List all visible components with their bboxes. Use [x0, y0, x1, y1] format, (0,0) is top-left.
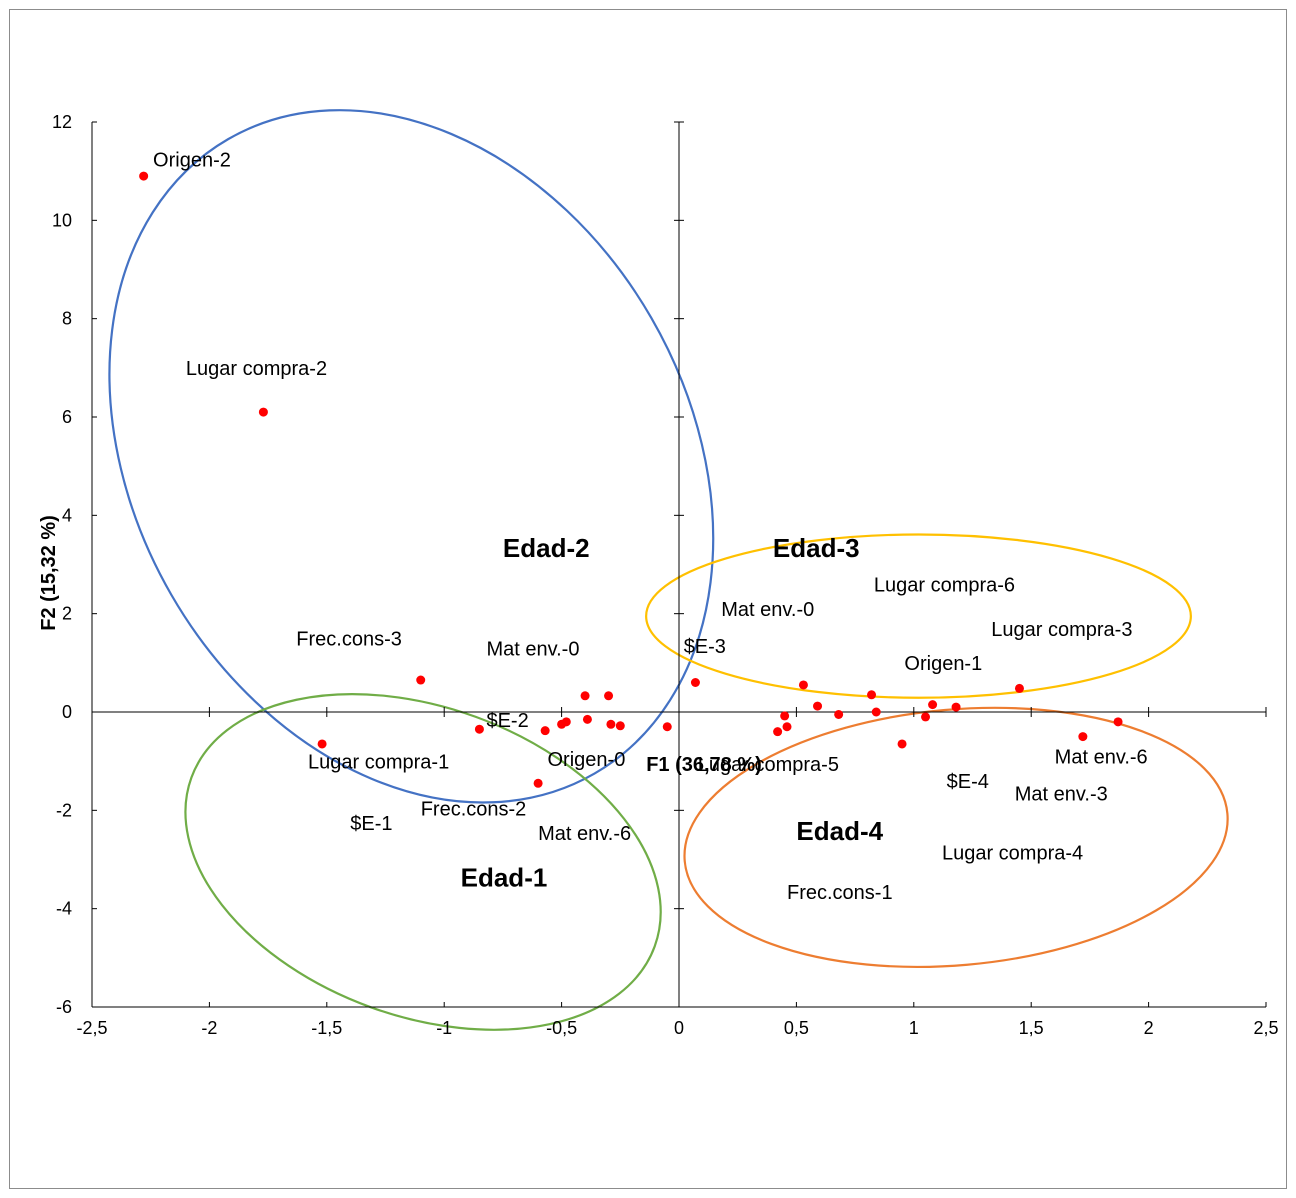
point-label: $E-3 — [684, 636, 726, 658]
x-tick-label: 2 — [1144, 1018, 1154, 1038]
point-label: Lugar compra-2 — [186, 358, 327, 380]
data-points — [139, 171, 1123, 788]
point-label: Mat env.-6 — [1055, 747, 1148, 769]
data-point — [561, 717, 571, 727]
group-label: Edad-3 — [773, 533, 860, 563]
x-tick-label: -2 — [201, 1018, 217, 1038]
x-tick-label: 1 — [909, 1018, 919, 1038]
group-ellipse-3 — [184, 693, 662, 1031]
data-point — [317, 739, 327, 749]
point-label: Mat env.-0 — [721, 599, 814, 621]
x-tick-label: -1 — [436, 1018, 452, 1038]
group-ellipses — [108, 109, 1229, 1031]
data-point — [921, 712, 931, 722]
data-point — [951, 702, 961, 712]
data-point — [615, 721, 625, 731]
data-point — [834, 709, 844, 719]
point-label: Mat env.-3 — [1015, 784, 1108, 806]
data-point — [780, 711, 790, 721]
data-point — [662, 722, 672, 732]
data-point — [813, 701, 823, 711]
point-label: Frec.cons-1 — [787, 882, 893, 904]
point-label: Frec.cons-2 — [421, 798, 527, 820]
x-tick-label: -2,5 — [76, 1018, 107, 1038]
point-label: Lugar compra-3 — [991, 619, 1132, 641]
point-labels: Origen-2 Lugar compra-2 Frec.cons-3 Mat env… — [153, 149, 1148, 904]
chart-frame: -2,5 -2 -1,5 -1 -0,5 0 0,5 1 1,5 2 2,5 -6 -4 -2 0 2 4 6 8 1… — [9, 9, 1287, 1189]
y-tick-label: -2 — [56, 800, 72, 820]
x-tick-label: 0 — [674, 1018, 684, 1038]
data-point — [258, 407, 268, 417]
y-tick-label: -6 — [56, 997, 72, 1017]
point-label: Frec.cons-3 — [296, 629, 402, 651]
data-point — [416, 675, 426, 685]
group-label: Edad-4 — [796, 816, 883, 846]
point-label: $E-2 — [486, 710, 528, 732]
y-tick-label: 12 — [52, 112, 72, 132]
point-label: Mat env.-0 — [486, 638, 579, 660]
group-ellipse-2 — [645, 533, 1192, 699]
group-ellipse-4 — [683, 706, 1229, 969]
data-point — [606, 719, 616, 729]
data-point — [1014, 683, 1024, 693]
y-axis-title: F2 (15,32 %) — [38, 515, 60, 631]
x-axis-title: F1 (36,78 %) — [646, 754, 762, 776]
data-point — [604, 691, 614, 701]
data-point — [582, 714, 592, 724]
data-point — [1078, 732, 1088, 742]
point-label: $E-4 — [947, 771, 989, 793]
group-label: Edad-1 — [461, 863, 548, 893]
data-point — [580, 691, 590, 701]
x-tick-label: -1,5 — [311, 1018, 342, 1038]
data-point — [533, 778, 543, 788]
data-point — [928, 700, 938, 710]
x-tick-label: -0,5 — [546, 1018, 577, 1038]
data-point — [1113, 717, 1123, 727]
data-point — [690, 678, 700, 687]
axes: -2,5 -2 -1,5 -1 -0,5 0 0,5 1 1,5 2 2,5 -6 -4 -2 0 2 4 6 8 1… — [52, 112, 1279, 1038]
point-label: Lugar compra-6 — [874, 575, 1015, 597]
group-labels: Edad-2 Edad-3 Edad-1 Edad-4 — [461, 533, 884, 892]
point-label: Origen-2 — [153, 149, 231, 171]
group-ellipse-1 — [108, 109, 715, 804]
point-label: $E-1 — [350, 813, 392, 835]
data-point — [867, 690, 877, 700]
group-label: Edad-2 — [503, 533, 590, 563]
data-point — [871, 707, 881, 717]
data-point — [474, 724, 484, 734]
data-point — [798, 680, 808, 690]
y-tick-label: 0 — [62, 702, 72, 722]
y-tick-label: 2 — [62, 604, 72, 624]
x-tick-label: 1,5 — [1019, 1018, 1044, 1038]
point-label: Lugar compra-1 — [308, 752, 449, 774]
data-point — [540, 726, 550, 736]
point-label: Lugar compra-5 — [698, 754, 839, 776]
y-tick-label: 10 — [52, 210, 72, 230]
data-point — [897, 739, 907, 749]
point-label: Origen-0 — [548, 749, 626, 771]
data-point — [773, 727, 783, 737]
data-point — [782, 722, 792, 732]
scatter-plot: -2,5 -2 -1,5 -1 -0,5 0 0,5 1 1,5 2 2,5 -6 -4 -2 0 2 4 6 8 1… — [38, 109, 1279, 1038]
data-point — [139, 171, 149, 181]
point-label: Origen-1 — [904, 653, 982, 675]
y-tick-label: 4 — [62, 505, 72, 525]
x-tick-label: 2,5 — [1253, 1018, 1278, 1038]
x-tick-label: 0,5 — [784, 1018, 809, 1038]
y-tick-label: 8 — [62, 309, 72, 329]
point-label: Lugar compra-4 — [942, 843, 1083, 865]
y-tick-label: -4 — [56, 899, 72, 919]
point-label: Mat env.-6 — [538, 823, 631, 845]
y-tick-label: 6 — [62, 407, 72, 427]
